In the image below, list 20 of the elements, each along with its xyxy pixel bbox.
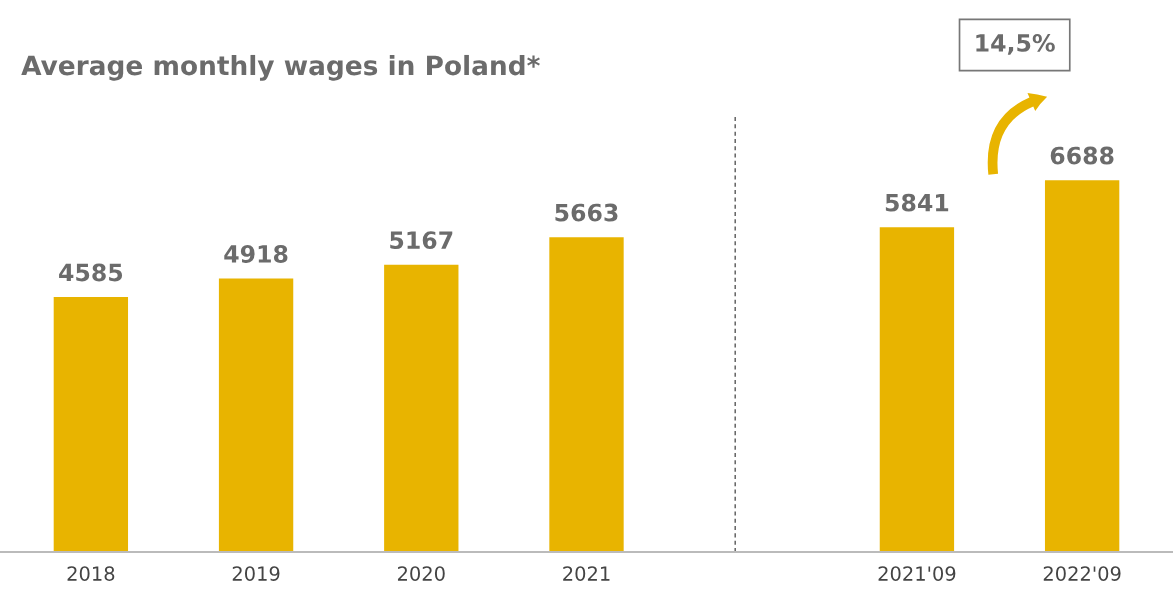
bar — [384, 264, 459, 552]
x-tick-label: 2022'09 — [1043, 566, 1121, 581]
data-label: 5663 — [555, 203, 618, 222]
x-tick-label: 2020 — [397, 566, 445, 581]
bar — [879, 227, 955, 552]
data-label: 5167 — [390, 231, 453, 250]
text: 14,5% — [976, 33, 1055, 55]
data-label: 5841 — [885, 193, 949, 212]
data-label: 6688 — [1050, 146, 1114, 165]
data-label: 4585 — [59, 263, 123, 282]
bar — [1044, 180, 1120, 552]
bar — [549, 237, 624, 552]
chart-title: Average monthly wages in Poland* — [21, 54, 540, 81]
bar — [53, 297, 129, 552]
x-tick-label: 2021'09 — [878, 566, 956, 581]
x-tick-label: 2021 — [563, 566, 610, 581]
x-tick-label: 2018 — [67, 566, 115, 581]
x-tick-label: 2019 — [232, 566, 280, 581]
data-label: 4918 — [224, 245, 288, 263]
bar — [218, 278, 294, 552]
